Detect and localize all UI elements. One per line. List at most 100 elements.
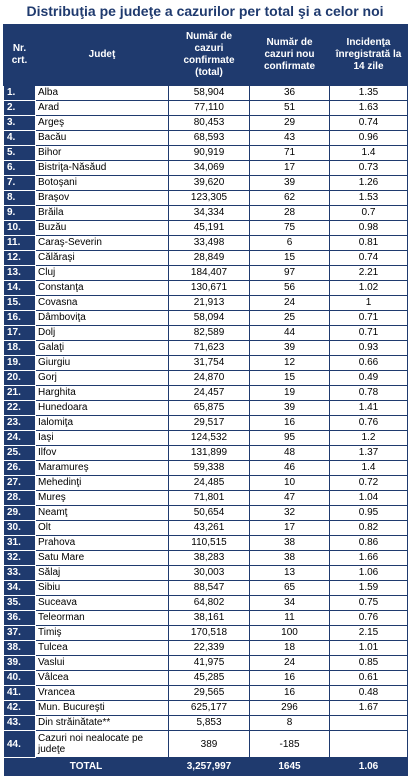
new-cases: 51	[250, 101, 330, 116]
total-cases: 38,283	[169, 551, 250, 566]
new-cases: 75	[250, 221, 330, 236]
incidence-14-days: 1.59	[330, 581, 408, 596]
county-name: Gorj	[36, 371, 169, 386]
row-number: 21.	[4, 386, 36, 401]
county-name: Giurgiu	[36, 356, 169, 371]
total-row: TOTAL 3,257,997 1645 1.06	[4, 758, 408, 776]
row-number: 9.	[4, 206, 36, 221]
total-cases: 65,875	[169, 401, 250, 416]
row-number: 26.	[4, 461, 36, 476]
total-cases: 68,593	[169, 131, 250, 146]
total-cases: 77,110	[169, 101, 250, 116]
new-cases: 17	[250, 161, 330, 176]
incidence-14-days: 0.78	[330, 386, 408, 401]
county-name: Bihor	[36, 146, 169, 161]
new-cases: 10	[250, 476, 330, 491]
county-name: Dâmboviţa	[36, 311, 169, 326]
county-name: Constanţa	[36, 281, 169, 296]
incidence-14-days: 1.06	[330, 566, 408, 581]
row-number: 22.	[4, 401, 36, 416]
county-name: Botoşani	[36, 176, 169, 191]
page-title: Distribuţia pe judeţe a cazurilor per to…	[0, 0, 410, 22]
county-name: Bistriţa-Năsăud	[36, 161, 169, 176]
incidence-14-days: 1.4	[330, 146, 408, 161]
new-cases: 46	[250, 461, 330, 476]
new-cases: 15	[250, 251, 330, 266]
row-number: 4.	[4, 131, 36, 146]
header-new: Număr de cazuri nou confirmate	[250, 25, 330, 86]
new-cases: 24	[250, 296, 330, 311]
county-name: Mun. Bucureşti	[36, 701, 169, 716]
row-number: 39.	[4, 656, 36, 671]
incidence-14-days: 1.01	[330, 641, 408, 656]
incidence-14-days: 1.41	[330, 401, 408, 416]
county-name: Cazuri noi nealocate pe judeţe	[36, 731, 169, 758]
total-cases: 184,407	[169, 266, 250, 281]
total-cases: 50,654	[169, 506, 250, 521]
row-number: 40.	[4, 671, 36, 686]
total-cases: 58,094	[169, 311, 250, 326]
row-number: 1.	[4, 86, 36, 101]
new-cases: 13	[250, 566, 330, 581]
row-number: 25.	[4, 446, 36, 461]
row-number: 23.	[4, 416, 36, 431]
header-nr: Nr. crt.	[4, 25, 36, 86]
row-number: 29.	[4, 506, 36, 521]
incidence-14-days: 1.53	[330, 191, 408, 206]
total-cases: 24,457	[169, 386, 250, 401]
county-name: Covasna	[36, 296, 169, 311]
county-name: Vaslui	[36, 656, 169, 671]
incidence-14-days: 1.67	[330, 701, 408, 716]
total-cases: 131,899	[169, 446, 250, 461]
incidence-14-days: 1.66	[330, 551, 408, 566]
total-cases: 90,919	[169, 146, 250, 161]
row-number: 11.	[4, 236, 36, 251]
row-number: 32.	[4, 551, 36, 566]
new-cases: 24	[250, 656, 330, 671]
new-cases: 16	[250, 686, 330, 701]
county-name: Călăraşi	[36, 251, 169, 266]
incidence-14-days: 1.02	[330, 281, 408, 296]
incidence-14-days: 0.48	[330, 686, 408, 701]
incidence-14-days: 0.7	[330, 206, 408, 221]
incidence-14-days: 1.2	[330, 431, 408, 446]
new-cases: 12	[250, 356, 330, 371]
incidence-14-days: 1.4	[330, 461, 408, 476]
row-number: 3.	[4, 116, 36, 131]
incidence-14-days: 0.81	[330, 236, 408, 251]
incidence-14-days: 0.75	[330, 596, 408, 611]
row-number: 15.	[4, 296, 36, 311]
total-cases: 5,853	[169, 716, 250, 731]
new-cases: 8	[250, 716, 330, 731]
header-total: Număr de cazuri confirmate (total)	[169, 25, 250, 86]
row-number: 8.	[4, 191, 36, 206]
total-cases: 110,515	[169, 536, 250, 551]
incidence-14-days: 0.85	[330, 656, 408, 671]
row-number: 5.	[4, 146, 36, 161]
total-cases: 58,904	[169, 86, 250, 101]
total-cases: 88,547	[169, 581, 250, 596]
new-cases: 25	[250, 311, 330, 326]
total-cases: 39,620	[169, 176, 250, 191]
new-cases: 39	[250, 401, 330, 416]
county-name: Iaşi	[36, 431, 169, 446]
new-cases: 48	[250, 446, 330, 461]
new-cases: 97	[250, 266, 330, 281]
new-cases: 29	[250, 116, 330, 131]
new-cases: 28	[250, 206, 330, 221]
county-name: Caraş-Severin	[36, 236, 169, 251]
county-name: Ialomiţa	[36, 416, 169, 431]
